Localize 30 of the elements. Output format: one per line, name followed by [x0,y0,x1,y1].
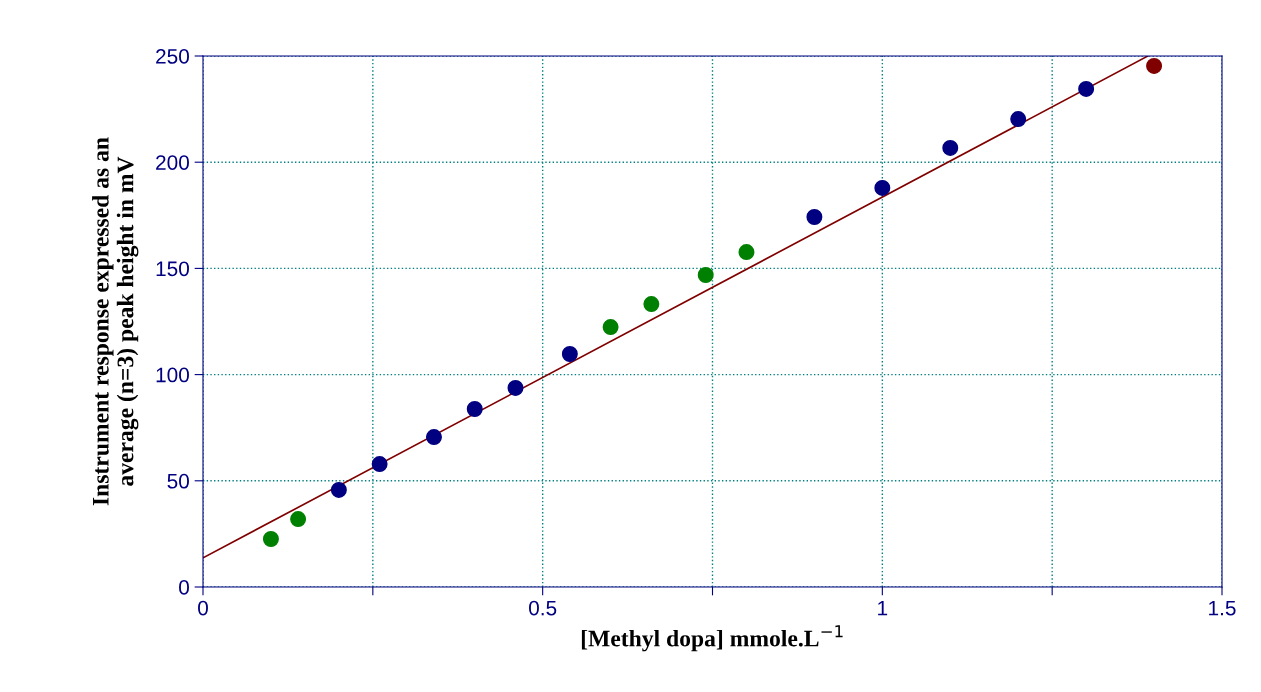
point [643,296,660,313]
x-tick-label: 1 [878,600,888,616]
point [561,346,578,362]
point [262,531,279,547]
point [507,380,524,396]
point [602,319,619,336]
point [466,401,483,417]
y-tick-label: 150 [156,261,189,277]
point [738,244,755,261]
y-tick-label: 250 [156,49,189,64]
point [330,481,347,498]
y-tick-label: 50 [167,473,189,489]
x-axis-title: [Methyl dopa] mmole.L$^{−1}$ [581,625,843,652]
point [942,139,959,156]
point [371,456,388,472]
y-tick-label: 0 [179,580,189,595]
point [1010,111,1027,128]
point [1146,58,1163,74]
x-tick-label: 0.5 [529,600,557,616]
x-tick-label: 1.5 [1209,600,1236,616]
y-tick-label: 200 [156,155,189,170]
point [806,209,823,225]
point [697,267,714,283]
point [1078,80,1095,97]
point [425,429,442,446]
point [290,511,307,528]
point [874,179,891,196]
y-tick-label: 100 [156,367,189,383]
x-tick-label: 0 [198,600,208,616]
y-axis-title: Instrument response expressed as an average (n=3) peak height in mV [92,137,139,506]
